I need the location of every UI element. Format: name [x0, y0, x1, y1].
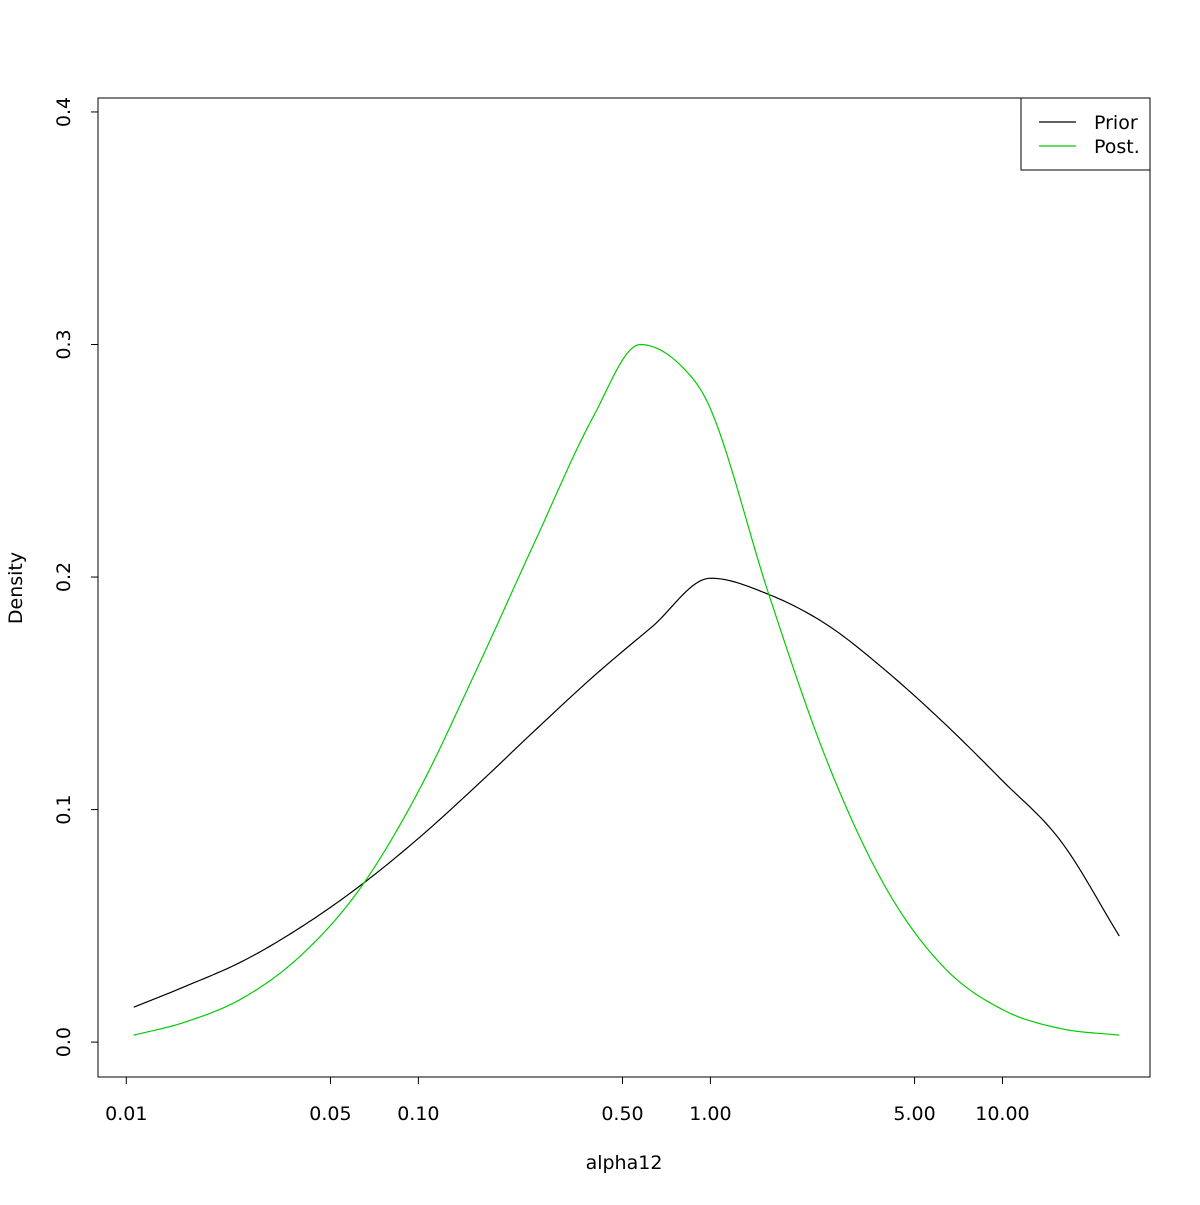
x-tick-label: 0.01 [105, 1103, 147, 1125]
curves-layer [133, 343, 1120, 1036]
y-axis-label: Density [5, 552, 27, 624]
legend-box [1020, 97, 1151, 171]
y-tick-label: 0.1 [53, 794, 75, 824]
x-tick-label: 0.50 [601, 1103, 643, 1125]
y-tick-label: 0.0 [53, 1027, 75, 1057]
series-line-post [133, 343, 1120, 1036]
x-tick-label: 0.10 [397, 1103, 439, 1125]
x-tick-label: 5.00 [893, 1103, 935, 1125]
y-tick-label: 0.2 [53, 562, 75, 592]
x-tick-label: 0.05 [309, 1103, 351, 1125]
y-axis: 0.0 0.1 0.2 0.3 0.4 [53, 97, 99, 1057]
y-tick-label: 0.4 [53, 97, 75, 127]
legend-label: Post. [1094, 136, 1140, 158]
y-tick-label: 0.3 [53, 329, 75, 359]
x-tick-label: 1.00 [689, 1103, 731, 1125]
plot-frame [97, 97, 1151, 1078]
x-axis-label: alpha12 [586, 1152, 663, 1174]
series-line-prior [133, 577, 1120, 1008]
x-axis: 0.01 0.05 0.10 0.50 1.00 5.00 10.00 [105, 1076, 1030, 1125]
x-tick-label: 10.00 [975, 1103, 1029, 1125]
legend-label: Prior [1094, 112, 1138, 134]
